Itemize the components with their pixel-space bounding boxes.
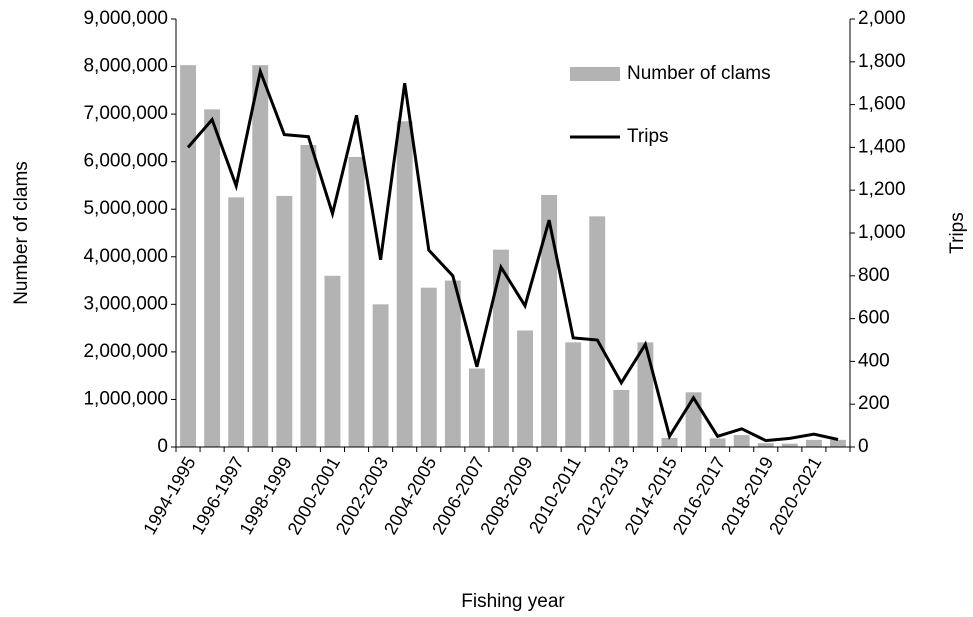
y-tick-label: 1,000,000 [83,388,168,409]
y-tick-label: 8,000,000 [83,56,168,77]
y2-tick-label: 200 [858,393,890,414]
y-tick-label: 3,000,000 [83,293,168,314]
y2-tick-label: 600 [858,308,890,329]
bar [396,121,413,447]
y-tick-label: 5,000,000 [83,198,168,219]
bar [493,249,509,447]
legend-swatch [570,67,620,81]
bar [565,342,582,447]
bar [276,195,293,447]
bar [468,368,485,447]
y-tick-label: 0 [157,436,168,457]
legend-label: Trips [627,126,669,147]
y2-tick-label: 1,200 [858,179,906,200]
bar [781,443,798,447]
y2-tick-label: 800 [858,265,890,286]
y2-tick-label: 1,800 [858,51,906,72]
bar [252,65,269,447]
bar [420,287,437,447]
bar [589,216,606,447]
y2-tick-label: 1,000 [858,222,906,243]
bar [757,443,774,447]
y2-tick-label: 1,600 [858,94,906,115]
bar [300,145,317,447]
bar [805,439,822,447]
bar [444,280,461,447]
y2-tick-label: 1,400 [858,136,906,157]
y-tick-label: 9,000,000 [83,8,168,29]
line [186,66,839,443]
y-tick-label: 2,000,000 [83,341,168,362]
bar [637,342,654,447]
y-tick-label: 4,000,000 [83,246,168,267]
x-axis-title: Fishing year [461,591,565,612]
bar [613,389,630,447]
bar [180,65,196,447]
bar [733,435,750,447]
y-tick-label: 6,000,000 [83,151,168,172]
y2-axis-title: Trips [947,212,968,254]
y-tick-label: 7,000,000 [83,103,168,124]
bar [517,330,533,447]
y-axis-title: Number of clams [11,161,32,305]
legend-label: Number of clams [627,63,771,84]
bar [204,109,221,447]
bar [348,156,365,447]
bar [324,275,341,447]
y2-tick-label: 2,000 [858,8,906,29]
y2-tick-label: 0 [858,436,869,457]
bar [661,437,678,447]
bar [709,438,726,447]
bar [830,439,846,447]
bar [228,197,245,447]
bar [372,304,389,447]
bar [541,194,558,447]
y2-tick-label: 400 [858,350,890,371]
